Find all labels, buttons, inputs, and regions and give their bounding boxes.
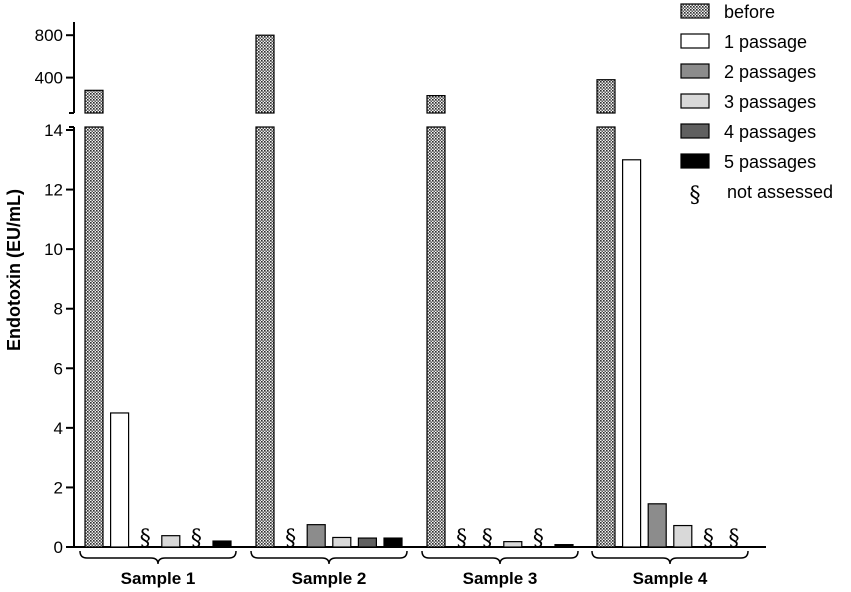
y-tick-label: 2	[54, 478, 63, 497]
category-label: Sample 4	[633, 569, 708, 588]
y-tick-label: 4	[54, 419, 63, 438]
bar-before-sample-1-lower	[84, 126, 104, 548]
bar-1-passage-sample-1	[109, 412, 130, 548]
bar-before-sample-3-lower	[426, 126, 446, 548]
y-axis-label: Endotoxin (EU/mL)	[4, 189, 24, 351]
y-tick-label: 800	[35, 26, 63, 45]
legend-swatch	[680, 123, 710, 139]
axes	[69, 22, 766, 548]
legend-swatch	[680, 93, 710, 109]
bar-3-passages-sample-2	[332, 536, 352, 548]
not-assessed-mark: §	[191, 526, 202, 551]
legend-label: 4 passages	[724, 122, 816, 142]
category-label: Sample 2	[292, 569, 367, 588]
bar-3-passages-sample-4	[673, 524, 693, 548]
legend-label: 2 passages	[724, 62, 816, 82]
bar-5-passages-sample-1	[212, 540, 232, 548]
legend-label: 5 passages	[724, 152, 816, 172]
y-tick-label: 6	[54, 359, 63, 378]
y-tick-label: 14	[44, 121, 63, 140]
bar-4-passages-sample-2	[357, 537, 377, 548]
category-labels: Sample 1 Sample 2 Sample 3 Sample 4	[79, 550, 749, 588]
not-assessed-mark: §	[729, 526, 740, 551]
category-label: Sample 1	[121, 569, 196, 588]
legend-label: 1 passage	[724, 32, 807, 52]
category-brace	[591, 550, 749, 565]
bar-before-sample-2-upper	[255, 34, 275, 114]
legend: before 1 passage 2 passages 3 passages 4 pas…	[680, 2, 833, 208]
category-label: Sample 3	[463, 569, 538, 588]
bar-5-passages-sample-3	[554, 544, 574, 548]
not-assessed-mark: §	[140, 526, 151, 551]
legend-swatch	[680, 3, 710, 19]
bar-5-passages-sample-2	[383, 537, 403, 548]
y-tick-label: 400	[35, 69, 63, 88]
legend-label: before	[724, 2, 775, 22]
bar-2-passages-sample-4	[647, 503, 667, 548]
legend-label: 3 passages	[724, 92, 816, 112]
bars	[84, 34, 693, 548]
legend-swatch	[680, 153, 710, 169]
not-assessed-mark: §	[703, 526, 714, 551]
bar-before-sample-3-upper	[426, 95, 446, 114]
not-assessed-mark: §	[456, 526, 467, 551]
y-tick-label: 8	[54, 300, 63, 319]
legend-swatch	[680, 33, 710, 49]
y-tick-label: 12	[44, 181, 63, 200]
not-assessed-marks: § § § § § § § §	[140, 526, 740, 551]
not-assessed-mark: §	[285, 526, 296, 551]
bar-2-passages-sample-2	[306, 524, 326, 548]
not-assessed-mark: §	[482, 526, 493, 551]
bar-before-sample-1-upper	[84, 89, 104, 114]
y-ticks: 0 2 4 6 8 10 12 14 400 800	[35, 26, 74, 557]
bar-before-sample-4-upper	[596, 79, 616, 114]
category-brace	[421, 550, 579, 565]
bar-1-passage-sample-4	[621, 159, 642, 548]
legend-swatch	[680, 63, 710, 79]
bar-3-passages-sample-1	[161, 535, 181, 548]
legend-na-label: not assessed	[727, 182, 833, 202]
not-assessed-mark: §	[533, 526, 544, 551]
legend-na-symbol: §	[690, 183, 701, 208]
bar-3-passages-sample-3	[503, 541, 523, 548]
y-tick-label: 0	[54, 538, 63, 557]
bar-before-sample-2-lower	[255, 126, 275, 548]
y-tick-label: 10	[44, 240, 63, 259]
category-brace	[250, 550, 408, 565]
bar-before-sample-4-lower	[596, 126, 616, 548]
category-brace	[79, 550, 237, 565]
